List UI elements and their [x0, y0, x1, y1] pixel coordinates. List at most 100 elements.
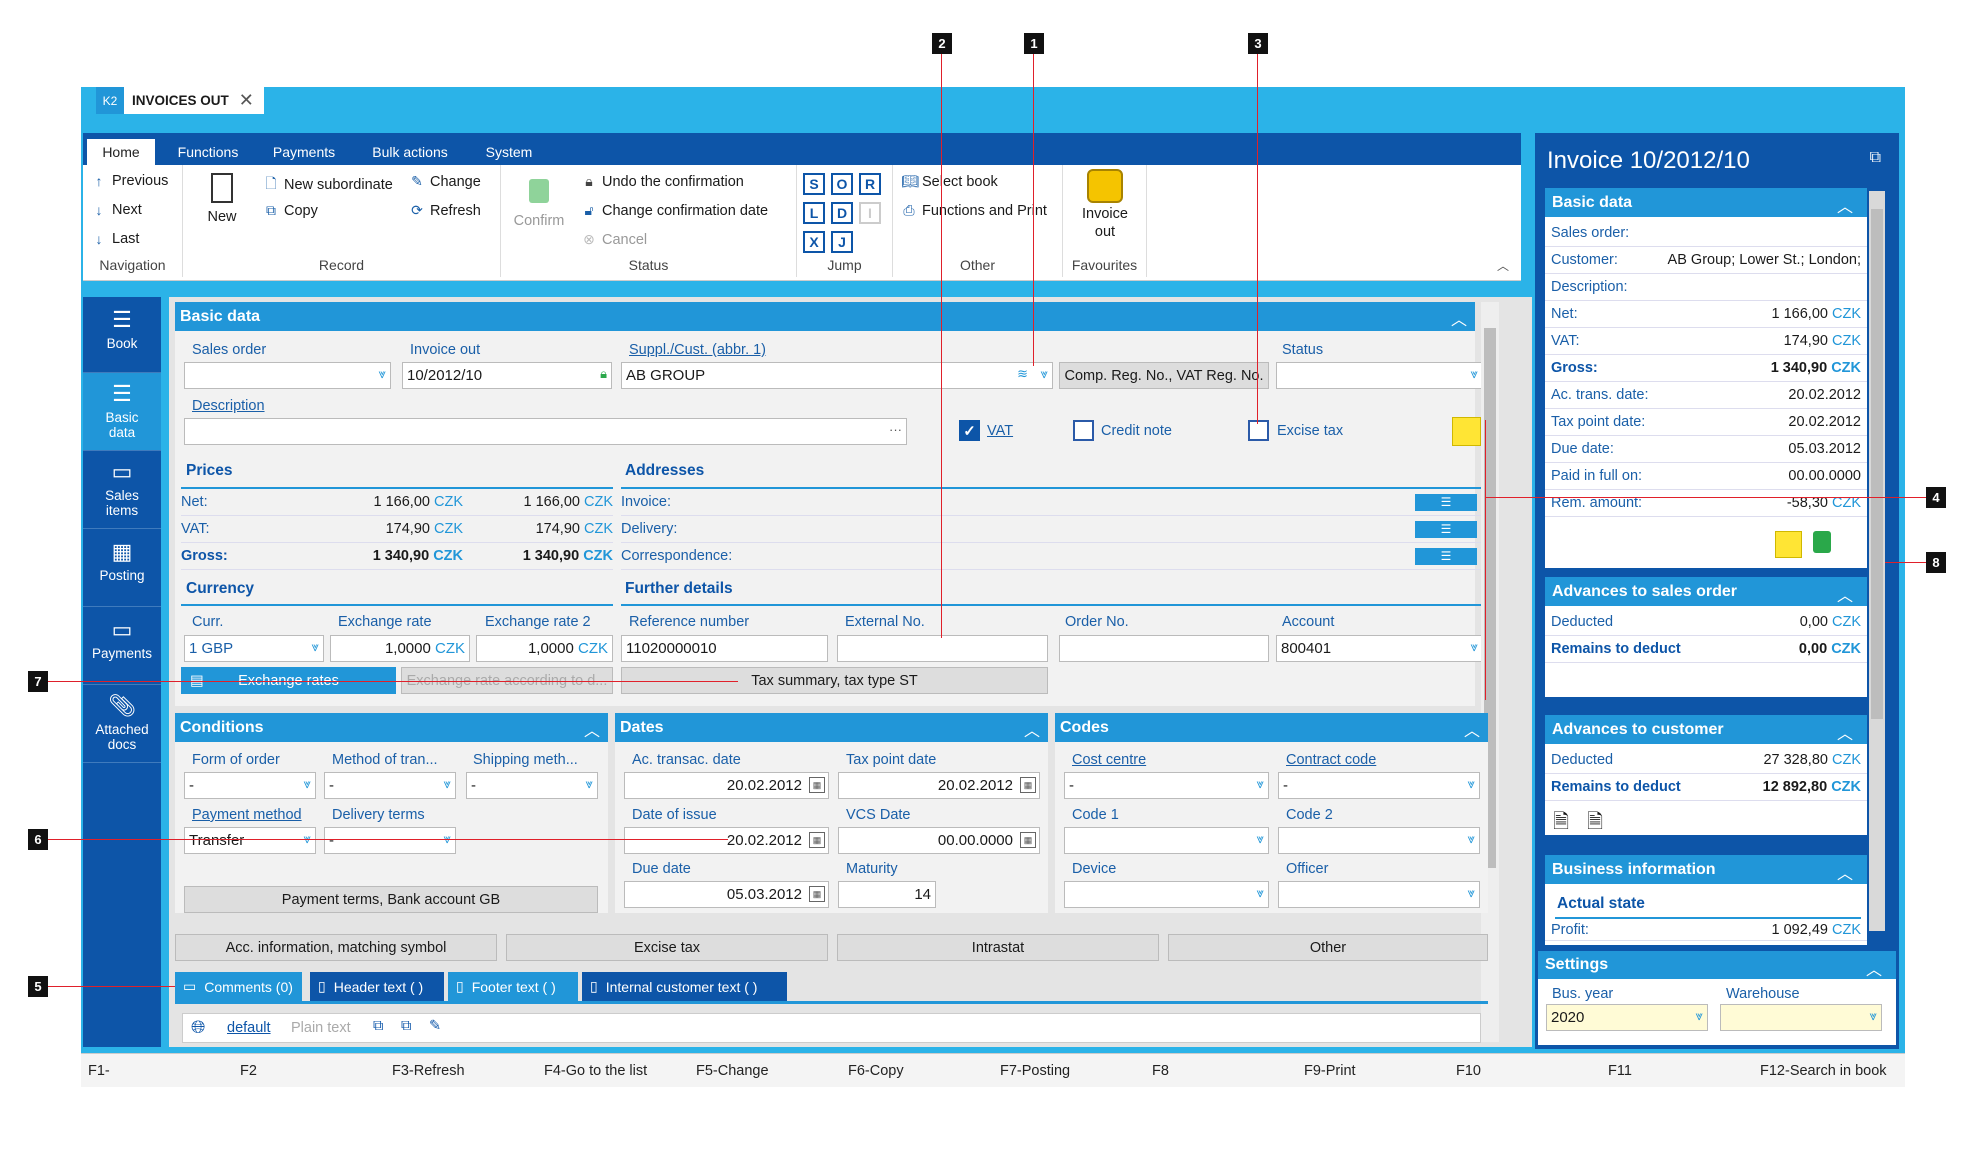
address-menu-button[interactable]: ☰	[1415, 494, 1477, 511]
jump-l-button[interactable]: L	[803, 202, 825, 224]
close-icon[interactable]: ✕	[238, 90, 254, 110]
description-label[interactable]: Description	[192, 398, 265, 414]
address-menu-button[interactable]: ☰	[1415, 521, 1477, 538]
globe-icon[interactable]: 🌐︎	[191, 1017, 206, 1037]
fkey-5[interactable]: F5-Change	[696, 1063, 769, 1079]
dropdown-icon[interactable]: ⩔	[1256, 776, 1264, 791]
exchange-rate-2-field[interactable]: 1,0000 CZK	[476, 635, 613, 662]
menu-functions[interactable]: Functions	[177, 144, 239, 160]
dropdown-icon[interactable]: ⩔	[378, 366, 386, 381]
officer-field[interactable]: ⩔	[1278, 881, 1480, 908]
credit-note-checkbox[interactable]	[1073, 420, 1094, 441]
collapse-icon[interactable]: ︿	[1450, 312, 1467, 329]
sidebar-item-sales-items[interactable]: ▭ Sales items	[83, 451, 161, 529]
sidebar-item-posting[interactable]: ▦ Posting	[83, 529, 161, 607]
collapse-ribbon-icon[interactable]: ︿	[1496, 259, 1509, 273]
scrollbar-thumb[interactable]	[1871, 209, 1883, 719]
sidebar-item-basic-data[interactable]: ☰ Basic data	[83, 373, 161, 451]
form-of-order-field[interactable]: - ⩔	[184, 772, 316, 799]
external-no-field[interactable]	[837, 635, 1048, 662]
right-scrollbar[interactable]	[1869, 191, 1885, 931]
collapse-icon[interactable]: ︿	[1836, 726, 1853, 743]
fkey-6[interactable]: F6-Copy	[848, 1063, 904, 1079]
tab-footer-text[interactable]: ▯ Footer text ( )	[448, 972, 578, 1001]
previous-button[interactable]: ↑ Previous	[91, 173, 169, 189]
contract-code-label[interactable]: Contract code	[1286, 752, 1377, 768]
menu-home[interactable]: Home	[87, 139, 155, 165]
dropdown-icon[interactable]: ⩔	[1467, 831, 1475, 846]
fkey-4[interactable]: F4-Go to the list	[544, 1063, 648, 1079]
supplier-label[interactable]: Suppl./Cust. (abbr. 1)	[629, 342, 767, 358]
jump-d-button[interactable]: D	[831, 202, 853, 224]
excise-tax-button[interactable]: Excise tax	[506, 934, 828, 961]
copy-button[interactable]: ⧉ Copy	[263, 202, 318, 219]
invoice-out-field[interactable]: 10/2012/10 🔒︎	[402, 362, 612, 389]
jump-x-button[interactable]: X	[803, 231, 825, 253]
bus-year-field[interactable]: 2020 ⩔	[1546, 1004, 1708, 1031]
select-book-button[interactable]: 📖︎ Select book	[901, 173, 998, 190]
dropdown-icon[interactable]: ⩔	[1256, 831, 1264, 846]
new-subordinate-button[interactable]: 🗋 New subordinate	[263, 173, 392, 197]
address-menu-button[interactable]: ☰	[1415, 548, 1477, 565]
collapse-icon[interactable]: ︿	[1836, 199, 1853, 216]
pencil-icon[interactable]: ✎	[429, 1018, 442, 1034]
tab-internal-customer-text[interactable]: ▯ Internal customer text ( )	[582, 972, 787, 1001]
color-flag[interactable]	[1775, 531, 1802, 558]
acc-information-button[interactable]: Acc. information, matching symbol	[175, 934, 497, 961]
document-error-icon[interactable]: 🗎	[1587, 811, 1604, 833]
delivery-terms-field[interactable]: -⩔	[324, 827, 456, 854]
sidebar-item-book[interactable]: ☰ Book	[83, 297, 161, 373]
currency-field[interactable]: 1 GBP ⩔	[184, 635, 324, 662]
refresh-button[interactable]: ⟳ Refresh	[409, 202, 481, 219]
dropdown-icon[interactable]: ⩔	[1869, 1008, 1877, 1023]
code-2-field[interactable]: ⩔	[1278, 827, 1480, 854]
order-no-field[interactable]	[1059, 635, 1269, 662]
invoice-out-favourite-button[interactable]: Invoice out	[1069, 169, 1141, 241]
contract-code-field[interactable]: - ⩔	[1278, 772, 1480, 799]
layers-icon[interactable]: ≋	[1017, 366, 1028, 381]
other-button[interactable]: Other	[1168, 934, 1488, 961]
last-button[interactable]: ↓ Last	[91, 231, 140, 247]
payment-method-label[interactable]: Payment method	[192, 807, 302, 823]
style-selector[interactable]: default	[227, 1020, 271, 1036]
cost-centre-field[interactable]: - ⩔	[1064, 772, 1269, 799]
reference-number-field[interactable]: 11020000010	[621, 635, 828, 662]
collapse-icon[interactable]: ︿	[583, 723, 600, 740]
fkey-9[interactable]: F9-Print	[1304, 1063, 1356, 1079]
fkey-11[interactable]: F11	[1608, 1063, 1632, 1079]
maturity-field[interactable]: 14	[838, 881, 936, 908]
fkey-7[interactable]: F7-Posting	[1000, 1063, 1071, 1079]
menu-payments[interactable]: Payments	[272, 144, 336, 160]
vat-checkbox[interactable]: ✓	[959, 420, 980, 441]
tax-summary-button[interactable]: Tax summary, tax type ST	[621, 667, 1048, 694]
supplier-field[interactable]: AB GROUP ≋ ⩔	[621, 362, 1053, 389]
account-field[interactable]: 800401 ⩔	[1276, 635, 1483, 662]
jump-j-button[interactable]: J	[831, 231, 853, 253]
dropdown-icon[interactable]: ⩔	[444, 831, 451, 847]
jump-r-button[interactable]: R	[859, 173, 881, 195]
popout-icon[interactable]: ⧉	[1869, 149, 1881, 166]
calendar-icon[interactable]: ▦	[1020, 832, 1036, 848]
confirm-button[interactable]: Confirm	[511, 179, 567, 229]
fkey-2[interactable]: F2	[240, 1063, 257, 1079]
tax-point-date-field[interactable]: 20.02.2012 ▦	[838, 772, 1040, 799]
collapse-icon[interactable]: ︿	[1836, 866, 1853, 883]
vcs-date-field[interactable]: 00.00.0000 ▦	[838, 827, 1040, 854]
code-1-field[interactable]: ⩔	[1064, 827, 1269, 854]
cost-centre-label[interactable]: Cost centre	[1072, 752, 1147, 768]
dropdown-icon[interactable]: ⩔	[1470, 639, 1478, 654]
menu-system[interactable]: System	[485, 144, 533, 160]
collapse-icon[interactable]: ︿	[1463, 723, 1480, 740]
color-flag[interactable]	[1452, 417, 1481, 446]
next-button[interactable]: ↓ Next	[91, 202, 142, 218]
calendar-icon[interactable]: ▦	[809, 886, 825, 902]
excise-tax-checkbox[interactable]	[1248, 420, 1269, 441]
dropdown-icon[interactable]: ⩔	[443, 776, 451, 791]
plain-text-toggle[interactable]: Plain text	[291, 1020, 351, 1036]
status-field[interactable]: ⩔	[1276, 362, 1483, 389]
fkey-12[interactable]: F12-Search in book	[1760, 1063, 1887, 1079]
fkey-10[interactable]: F10	[1456, 1063, 1481, 1079]
shipping-method-field[interactable]: - ⩔	[466, 772, 598, 799]
menu-bulk-actions[interactable]: Bulk actions	[372, 144, 448, 160]
ac-transac-date-field[interactable]: 20.02.2012 ▦	[624, 772, 829, 799]
